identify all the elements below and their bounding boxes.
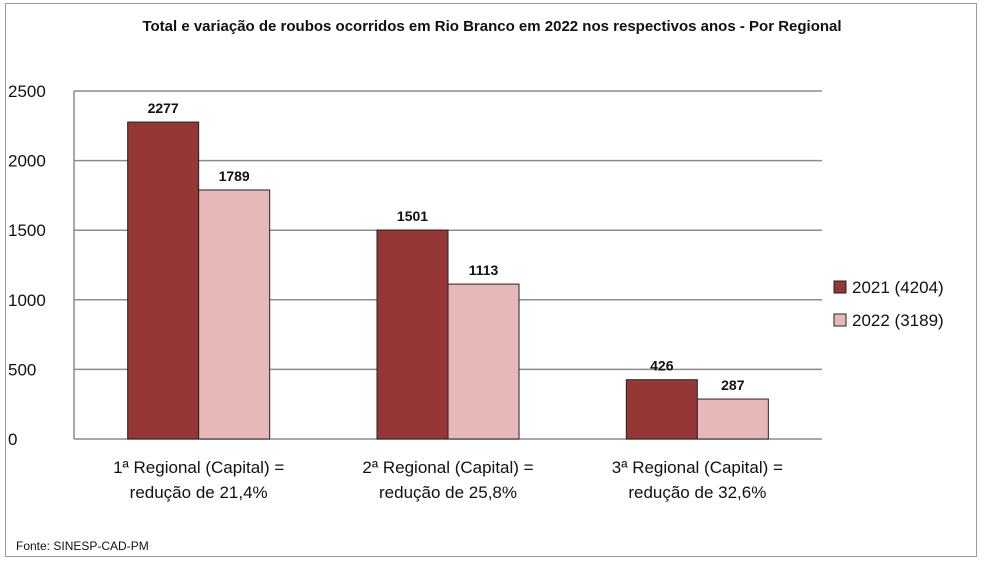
x-category-label: 3ª Regional (Capital) = bbox=[612, 458, 783, 477]
data-label: 426 bbox=[650, 358, 674, 374]
bar-2 bbox=[447, 283, 520, 440]
y-tick-label: 0 bbox=[8, 430, 17, 449]
y-tick-label: 1000 bbox=[8, 291, 46, 310]
data-label: 1501 bbox=[397, 208, 428, 224]
data-label: 1789 bbox=[219, 168, 250, 184]
bar-1 bbox=[127, 121, 200, 440]
x-category-label: 2ª Regional (Capital) = bbox=[362, 458, 533, 477]
legend-label: 2021 (4204) bbox=[852, 278, 944, 297]
bar-2 bbox=[696, 398, 769, 440]
legend-swatch bbox=[833, 280, 847, 294]
chart-frame bbox=[5, 3, 977, 557]
x-category-label: redução de 21,4% bbox=[130, 483, 268, 502]
data-label: 287 bbox=[721, 377, 745, 393]
bar-2 bbox=[198, 189, 271, 440]
bar-1 bbox=[625, 379, 698, 440]
legend-label: 2022 (3189) bbox=[852, 311, 944, 330]
y-tick-label: 2000 bbox=[8, 152, 46, 171]
x-category-label: redução de 32,6% bbox=[628, 483, 766, 502]
y-tick-label: 500 bbox=[8, 360, 36, 379]
y-tick-label: 1500 bbox=[8, 221, 46, 240]
x-category-label: redução de 25,8% bbox=[379, 483, 517, 502]
y-tick-label: 2500 bbox=[8, 82, 46, 101]
source-note: Fonte: SINESP-CAD-PM bbox=[16, 539, 149, 553]
chart-title: Total e variação de roubos ocorridos em … bbox=[142, 18, 842, 35]
x-category-label: 1ª Regional (Capital) = bbox=[113, 458, 284, 477]
legend-swatch bbox=[833, 313, 847, 327]
data-label: 1113 bbox=[469, 262, 499, 278]
bar-1 bbox=[376, 229, 449, 440]
data-label: 2277 bbox=[148, 100, 179, 116]
